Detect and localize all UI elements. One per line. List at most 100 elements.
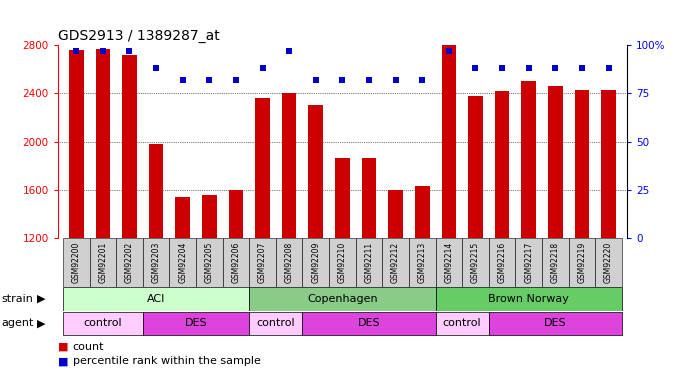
Bar [63, 312, 143, 335]
Point [391, 77, 401, 83]
Bar [382, 238, 409, 287]
Bar [595, 238, 622, 287]
Text: GSM92214: GSM92214 [444, 242, 454, 283]
Text: Copenhagen: Copenhagen [307, 294, 378, 304]
Bar [250, 287, 435, 311]
Text: DES: DES [544, 318, 567, 328]
Point [231, 77, 241, 83]
Bar [69, 50, 83, 238]
Bar [302, 312, 435, 335]
Bar [96, 49, 111, 238]
Bar [388, 190, 403, 238]
Text: DES: DES [358, 318, 380, 328]
Text: ACI: ACI [147, 294, 165, 304]
Text: GSM92209: GSM92209 [311, 242, 320, 284]
Text: GDS2913 / 1389287_at: GDS2913 / 1389287_at [58, 29, 220, 43]
Point [603, 65, 614, 71]
Bar [515, 238, 542, 287]
Text: ■: ■ [58, 357, 68, 366]
Text: GSM92210: GSM92210 [338, 242, 347, 283]
Point [283, 48, 294, 54]
Bar [282, 93, 296, 238]
Text: percentile rank within the sample: percentile rank within the sample [73, 357, 260, 366]
Bar [441, 45, 456, 238]
Point [470, 65, 481, 71]
Text: GSM92203: GSM92203 [152, 242, 161, 284]
Text: GSM92204: GSM92204 [178, 242, 187, 284]
Bar [116, 238, 143, 287]
Bar [569, 238, 595, 287]
Point [550, 65, 561, 71]
Text: DES: DES [184, 318, 207, 328]
Bar [356, 238, 382, 287]
Bar [335, 159, 350, 238]
Bar [468, 96, 483, 238]
Text: GSM92220: GSM92220 [604, 242, 613, 283]
Bar [415, 186, 430, 238]
Bar [489, 238, 515, 287]
Point [124, 48, 135, 54]
Bar [196, 238, 222, 287]
Text: GSM92206: GSM92206 [231, 242, 241, 284]
Bar [222, 238, 250, 287]
Text: Brown Norway: Brown Norway [488, 294, 569, 304]
Bar [255, 98, 270, 238]
Bar [89, 238, 116, 287]
Text: count: count [73, 342, 104, 351]
Bar [148, 144, 163, 238]
Point [523, 65, 534, 71]
Bar [435, 287, 622, 311]
Text: ▶: ▶ [37, 294, 46, 304]
Bar [574, 90, 589, 238]
Text: ■: ■ [58, 342, 68, 351]
Text: GSM92202: GSM92202 [125, 242, 134, 283]
Point [177, 77, 188, 83]
Text: GSM92200: GSM92200 [72, 242, 81, 284]
Text: GSM92219: GSM92219 [578, 242, 586, 283]
Bar [361, 159, 376, 238]
Text: control: control [83, 318, 122, 328]
Bar [495, 91, 509, 238]
Text: GSM92208: GSM92208 [285, 242, 294, 283]
Point [311, 77, 321, 83]
Text: GSM92213: GSM92213 [418, 242, 426, 283]
Bar [521, 81, 536, 238]
Text: GSM92215: GSM92215 [471, 242, 480, 283]
Text: GSM92207: GSM92207 [258, 242, 267, 284]
Point [576, 65, 587, 71]
Bar [601, 90, 616, 238]
Bar [63, 238, 89, 287]
Point [497, 65, 508, 71]
Bar [308, 105, 323, 238]
Text: GSM92217: GSM92217 [524, 242, 533, 283]
Bar [435, 312, 489, 335]
Bar [409, 238, 435, 287]
Bar [462, 238, 489, 287]
Bar [250, 312, 302, 335]
Bar [228, 190, 243, 238]
Text: GSM92218: GSM92218 [551, 242, 560, 283]
Bar [176, 197, 190, 238]
Bar [435, 238, 462, 287]
Bar [302, 238, 329, 287]
Bar [250, 238, 276, 287]
Text: strain: strain [1, 294, 33, 304]
Text: GSM92211: GSM92211 [365, 242, 374, 283]
Text: control: control [443, 318, 481, 328]
Bar [170, 238, 196, 287]
Point [363, 77, 374, 83]
Point [417, 77, 428, 83]
Text: ▶: ▶ [37, 318, 46, 328]
Point [204, 77, 215, 83]
Text: agent: agent [1, 318, 34, 328]
Point [71, 48, 81, 54]
Point [98, 48, 108, 54]
Bar [143, 238, 170, 287]
Bar [542, 238, 569, 287]
Bar [202, 195, 217, 238]
Text: GSM92212: GSM92212 [391, 242, 400, 283]
Bar [63, 287, 250, 311]
Point [151, 65, 161, 71]
Point [257, 65, 268, 71]
Bar [276, 238, 302, 287]
